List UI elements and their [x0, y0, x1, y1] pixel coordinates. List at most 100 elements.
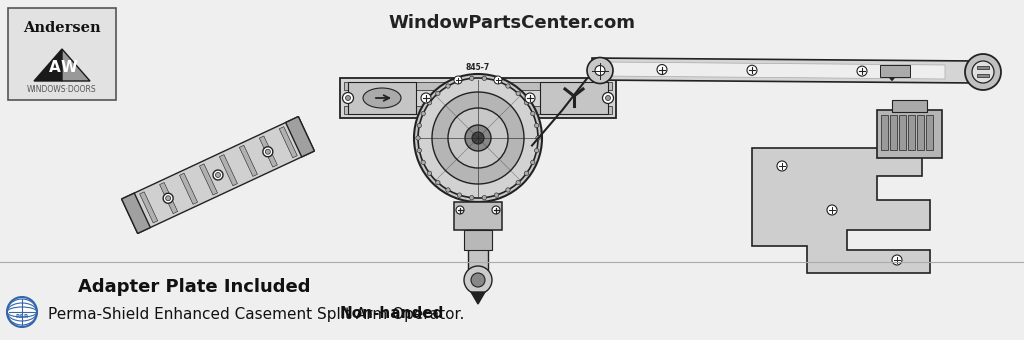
- Circle shape: [456, 206, 464, 214]
- Circle shape: [414, 74, 542, 202]
- Circle shape: [471, 273, 485, 287]
- Circle shape: [506, 84, 510, 88]
- Text: Perma-Shield Enhanced Casement Split Arm Operator.: Perma-Shield Enhanced Casement Split Arm…: [48, 306, 469, 322]
- Circle shape: [458, 79, 462, 83]
- Circle shape: [432, 92, 524, 184]
- Circle shape: [482, 76, 486, 81]
- Circle shape: [965, 54, 1001, 90]
- Circle shape: [213, 170, 223, 180]
- Bar: [877, 110, 942, 158]
- Text: W: W: [60, 61, 78, 75]
- Bar: [122, 193, 151, 234]
- Circle shape: [454, 76, 462, 84]
- Circle shape: [746, 65, 757, 75]
- Circle shape: [536, 136, 541, 140]
- Circle shape: [530, 112, 535, 116]
- Text: Non-handed: Non-handed: [340, 306, 444, 322]
- Bar: [259, 136, 278, 167]
- Circle shape: [421, 93, 431, 103]
- Bar: [219, 155, 238, 186]
- Bar: [977, 66, 989, 69]
- Circle shape: [892, 255, 902, 265]
- Circle shape: [449, 108, 508, 168]
- Circle shape: [516, 181, 520, 185]
- Bar: [890, 115, 897, 150]
- Circle shape: [506, 188, 510, 192]
- Circle shape: [535, 148, 539, 153]
- Circle shape: [417, 123, 422, 128]
- Circle shape: [215, 172, 220, 177]
- Circle shape: [605, 96, 610, 101]
- Circle shape: [494, 76, 502, 84]
- Circle shape: [417, 148, 422, 153]
- Circle shape: [263, 147, 272, 157]
- Bar: [899, 115, 906, 150]
- Bar: [160, 183, 177, 214]
- Ellipse shape: [362, 88, 401, 108]
- Polygon shape: [887, 68, 897, 80]
- Circle shape: [421, 160, 425, 165]
- Bar: [926, 115, 933, 150]
- Circle shape: [427, 101, 432, 105]
- Circle shape: [163, 193, 173, 203]
- Bar: [464, 230, 492, 250]
- Text: 845-7: 845-7: [466, 64, 490, 72]
- Circle shape: [464, 266, 492, 294]
- Polygon shape: [471, 292, 485, 304]
- Polygon shape: [62, 49, 90, 81]
- Circle shape: [972, 61, 994, 83]
- Polygon shape: [602, 62, 945, 79]
- Circle shape: [470, 195, 474, 200]
- Circle shape: [7, 297, 37, 327]
- Bar: [892, 100, 927, 112]
- Circle shape: [482, 195, 486, 200]
- Circle shape: [445, 188, 451, 192]
- Bar: [880, 65, 910, 77]
- Text: WINDOWS·DOORS: WINDOWS·DOORS: [28, 85, 97, 94]
- Polygon shape: [592, 58, 975, 83]
- Bar: [122, 117, 314, 234]
- Text: WindowPartsCenter.com: WindowPartsCenter.com: [388, 14, 636, 32]
- Circle shape: [265, 149, 270, 154]
- Circle shape: [595, 66, 605, 75]
- Circle shape: [416, 136, 420, 140]
- Circle shape: [342, 92, 353, 103]
- Bar: [240, 145, 257, 176]
- Circle shape: [418, 78, 538, 198]
- Circle shape: [516, 91, 520, 96]
- Circle shape: [827, 205, 837, 215]
- Bar: [286, 117, 314, 157]
- Bar: [881, 115, 888, 150]
- Circle shape: [495, 193, 499, 197]
- Text: R&R: R&R: [15, 314, 29, 320]
- Bar: [454, 202, 502, 230]
- Circle shape: [445, 84, 451, 88]
- Circle shape: [472, 132, 484, 144]
- Circle shape: [535, 123, 539, 128]
- Bar: [977, 74, 989, 77]
- Circle shape: [470, 76, 474, 81]
- Circle shape: [465, 125, 490, 151]
- Text: Adapter Plate Included: Adapter Plate Included: [78, 278, 310, 296]
- Circle shape: [458, 193, 462, 197]
- Circle shape: [492, 206, 500, 214]
- Circle shape: [495, 79, 499, 83]
- Polygon shape: [34, 49, 62, 81]
- Bar: [340, 78, 616, 118]
- Circle shape: [524, 101, 528, 105]
- Circle shape: [857, 66, 867, 76]
- Circle shape: [421, 112, 425, 116]
- Circle shape: [777, 161, 787, 171]
- Bar: [908, 115, 915, 150]
- Bar: [540, 82, 608, 114]
- Circle shape: [524, 171, 528, 175]
- Circle shape: [435, 91, 440, 96]
- Bar: [139, 192, 158, 223]
- Bar: [468, 230, 488, 270]
- Text: Andersen: Andersen: [24, 21, 100, 35]
- FancyBboxPatch shape: [8, 8, 116, 100]
- Bar: [348, 82, 416, 114]
- Circle shape: [166, 196, 171, 201]
- Circle shape: [530, 160, 535, 165]
- Circle shape: [345, 96, 350, 101]
